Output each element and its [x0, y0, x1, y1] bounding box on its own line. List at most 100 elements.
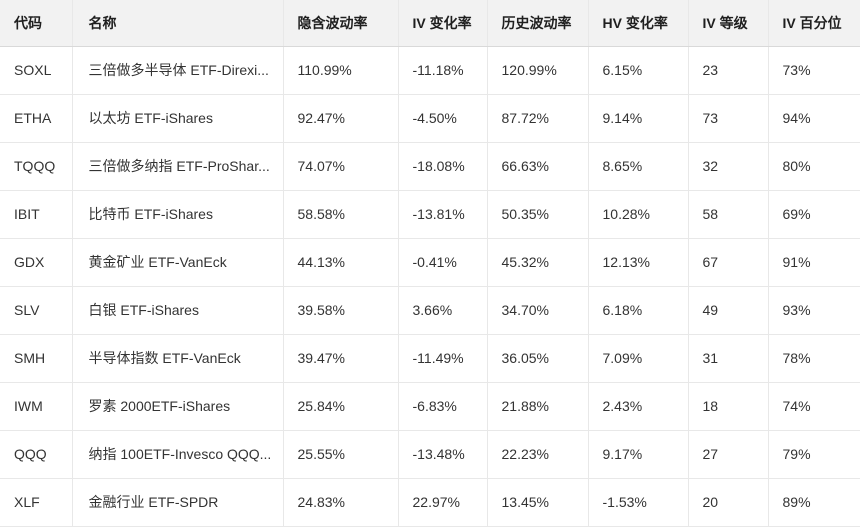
cell-iv-rank: 27	[688, 430, 769, 479]
cell-iv-rank: 49	[688, 286, 769, 335]
cell-iv-rank: 67	[688, 238, 769, 287]
cell-historical-volatility: 87.72%	[487, 94, 589, 143]
cell-iv-rank: 20	[688, 478, 769, 527]
cell-iv-percentile: 91%	[768, 238, 860, 287]
cell-historical-volatility: 22.23%	[487, 430, 589, 479]
cell-name: 以太坊 ETF-iShares	[72, 94, 284, 143]
cell-name: 罗素 2000ETF-iShares	[72, 382, 284, 431]
cell-implied-volatility: 25.84%	[283, 382, 399, 431]
cell-iv-change: -4.50%	[398, 94, 488, 143]
cell-code: XLF	[0, 478, 73, 527]
cell-iv-rank: 31	[688, 334, 769, 383]
cell-iv-change: -11.18%	[398, 46, 488, 95]
table-body: SOXL 三倍做多半导体 ETF-Direxi... 110.99% -11.1…	[0, 46, 860, 527]
table-row-smh[interactable]: SMH 半导体指数 ETF-VanEck 39.47% -11.49% 36.0…	[0, 334, 860, 383]
cell-iv-percentile: 69%	[768, 190, 860, 239]
cell-implied-volatility: 39.58%	[283, 286, 399, 335]
cell-hv-change: 9.17%	[588, 430, 689, 479]
cell-iv-rank: 58	[688, 190, 769, 239]
cell-implied-volatility: 74.07%	[283, 142, 399, 191]
cell-hv-change: -1.53%	[588, 478, 689, 527]
cell-implied-volatility: 92.47%	[283, 94, 399, 143]
cell-historical-volatility: 120.99%	[487, 46, 589, 95]
cell-iv-change: 22.97%	[398, 478, 488, 527]
column-header-implied-volatility[interactable]: 隐含波动率	[283, 0, 399, 47]
table-row-tqqq[interactable]: TQQQ 三倍做多纳指 ETF-ProShar... 74.07% -18.08…	[0, 142, 860, 191]
cell-hv-change: 8.65%	[588, 142, 689, 191]
cell-hv-change: 6.15%	[588, 46, 689, 95]
cell-iv-percentile: 78%	[768, 334, 860, 383]
cell-code: SLV	[0, 286, 73, 335]
cell-name: 三倍做多半导体 ETF-Direxi...	[72, 46, 284, 95]
column-header-iv-rank[interactable]: IV 等级	[688, 0, 769, 47]
table-row-ibit[interactable]: IBIT 比特币 ETF-iShares 58.58% -13.81% 50.3…	[0, 190, 860, 239]
cell-hv-change: 6.18%	[588, 286, 689, 335]
cell-iv-percentile: 80%	[768, 142, 860, 191]
cell-iv-percentile: 89%	[768, 478, 860, 527]
table-row-gdx[interactable]: GDX 黄金矿业 ETF-VanEck 44.13% -0.41% 45.32%…	[0, 238, 860, 287]
cell-implied-volatility: 110.99%	[283, 46, 399, 95]
cell-iv-change: 3.66%	[398, 286, 488, 335]
cell-implied-volatility: 25.55%	[283, 430, 399, 479]
cell-name: 黄金矿业 ETF-VanEck	[72, 238, 284, 287]
table-row-etha[interactable]: ETHA 以太坊 ETF-iShares 92.47% -4.50% 87.72…	[0, 94, 860, 143]
table-row-iwm[interactable]: IWM 罗素 2000ETF-iShares 25.84% -6.83% 21.…	[0, 382, 860, 431]
cell-iv-percentile: 93%	[768, 286, 860, 335]
column-header-name[interactable]: 名称	[72, 0, 284, 47]
cell-implied-volatility: 58.58%	[283, 190, 399, 239]
cell-historical-volatility: 66.63%	[487, 142, 589, 191]
cell-historical-volatility: 50.35%	[487, 190, 589, 239]
cell-iv-change: -11.49%	[398, 334, 488, 383]
cell-iv-change: -18.08%	[398, 142, 488, 191]
cell-iv-rank: 32	[688, 142, 769, 191]
table-header: 代码 名称 隐含波动率 IV 变化率 历史波动率 HV 变化率 IV 等级 IV…	[0, 0, 860, 47]
cell-name: 比特币 ETF-iShares	[72, 190, 284, 239]
table-row-soxl[interactable]: SOXL 三倍做多半导体 ETF-Direxi... 110.99% -11.1…	[0, 46, 860, 95]
cell-historical-volatility: 34.70%	[487, 286, 589, 335]
cell-name: 三倍做多纳指 ETF-ProShar...	[72, 142, 284, 191]
cell-historical-volatility: 36.05%	[487, 334, 589, 383]
cell-historical-volatility: 13.45%	[487, 478, 589, 527]
cell-code: GDX	[0, 238, 73, 287]
cell-name: 白银 ETF-iShares	[72, 286, 284, 335]
cell-code: ETHA	[0, 94, 73, 143]
cell-code: TQQQ	[0, 142, 73, 191]
cell-code: IBIT	[0, 190, 73, 239]
cell-iv-percentile: 79%	[768, 430, 860, 479]
column-header-historical-volatility[interactable]: 历史波动率	[487, 0, 589, 47]
header-row: 代码 名称 隐含波动率 IV 变化率 历史波动率 HV 变化率 IV 等级 IV…	[0, 0, 860, 47]
cell-implied-volatility: 44.13%	[283, 238, 399, 287]
cell-hv-change: 9.14%	[588, 94, 689, 143]
cell-iv-percentile: 94%	[768, 94, 860, 143]
cell-hv-change: 10.28%	[588, 190, 689, 239]
column-header-hv-change[interactable]: HV 变化率	[588, 0, 689, 47]
cell-historical-volatility: 21.88%	[487, 382, 589, 431]
cell-iv-change: -13.81%	[398, 190, 488, 239]
cell-code: IWM	[0, 382, 73, 431]
cell-iv-change: -6.83%	[398, 382, 488, 431]
column-header-code[interactable]: 代码	[0, 0, 73, 47]
column-header-iv-change[interactable]: IV 变化率	[398, 0, 488, 47]
cell-hv-change: 7.09%	[588, 334, 689, 383]
table-row-xlf[interactable]: XLF 金融行业 ETF-SPDR 24.83% 22.97% 13.45% -…	[0, 478, 860, 527]
cell-iv-rank: 73	[688, 94, 769, 143]
cell-name: 金融行业 ETF-SPDR	[72, 478, 284, 527]
cell-implied-volatility: 24.83%	[283, 478, 399, 527]
cell-hv-change: 12.13%	[588, 238, 689, 287]
cell-code: QQQ	[0, 430, 73, 479]
cell-iv-percentile: 73%	[768, 46, 860, 95]
cell-iv-percentile: 74%	[768, 382, 860, 431]
table-row-qqq[interactable]: QQQ 纳指 100ETF-Invesco QQQ... 25.55% -13.…	[0, 430, 860, 479]
cell-hv-change: 2.43%	[588, 382, 689, 431]
cell-code: SOXL	[0, 46, 73, 95]
cell-iv-change: -0.41%	[398, 238, 488, 287]
cell-historical-volatility: 45.32%	[487, 238, 589, 287]
cell-iv-rank: 18	[688, 382, 769, 431]
cell-name: 半导体指数 ETF-VanEck	[72, 334, 284, 383]
cell-iv-change: -13.48%	[398, 430, 488, 479]
cell-iv-rank: 23	[688, 46, 769, 95]
table-row-slv[interactable]: SLV 白银 ETF-iShares 39.58% 3.66% 34.70% 6…	[0, 286, 860, 335]
column-header-iv-percentile[interactable]: IV 百分位	[768, 0, 860, 47]
cell-name: 纳指 100ETF-Invesco QQQ...	[72, 430, 284, 479]
